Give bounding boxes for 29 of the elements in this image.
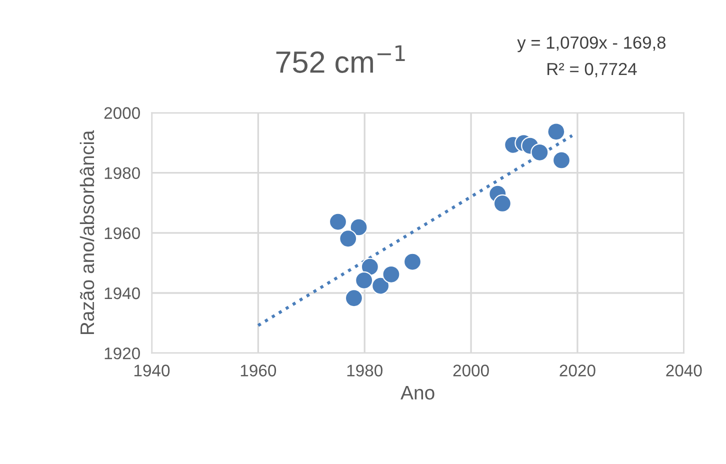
point xyxy=(382,265,400,284)
x-tick-label: 1960 xyxy=(240,364,276,376)
text: R² = 0,7724 xyxy=(548,62,637,78)
point xyxy=(547,122,566,141)
y-axis-title: Razão ano/absorbância xyxy=(80,130,94,334)
y-tick-label: 1940 xyxy=(104,287,140,300)
point xyxy=(355,271,374,290)
point xyxy=(552,151,571,170)
chart-title: 752 cm$^{−1}$ xyxy=(276,45,405,73)
point xyxy=(372,276,390,295)
y-tick-label: 1920 xyxy=(104,348,140,360)
text: y = 1,0709x - 169,8 xyxy=(517,36,666,52)
x-tick-label: 1940 xyxy=(134,364,170,376)
x-tick-label: 1980 xyxy=(347,364,382,376)
y-tick-label: 1960 xyxy=(104,227,140,240)
point xyxy=(403,252,422,271)
point xyxy=(350,218,368,236)
point xyxy=(344,289,364,308)
point xyxy=(493,194,512,213)
point xyxy=(360,258,379,276)
x-tick-label: 2040 xyxy=(666,364,702,376)
x-axis-title: Ano xyxy=(400,386,434,400)
x-tick-label: 2000 xyxy=(453,364,489,376)
point xyxy=(339,230,358,248)
y-tick-label: 2000 xyxy=(104,107,140,119)
x-tick-label: 2020 xyxy=(560,364,596,376)
y-tick-label: 1980 xyxy=(104,167,140,180)
point xyxy=(530,143,549,162)
point xyxy=(328,212,348,231)
